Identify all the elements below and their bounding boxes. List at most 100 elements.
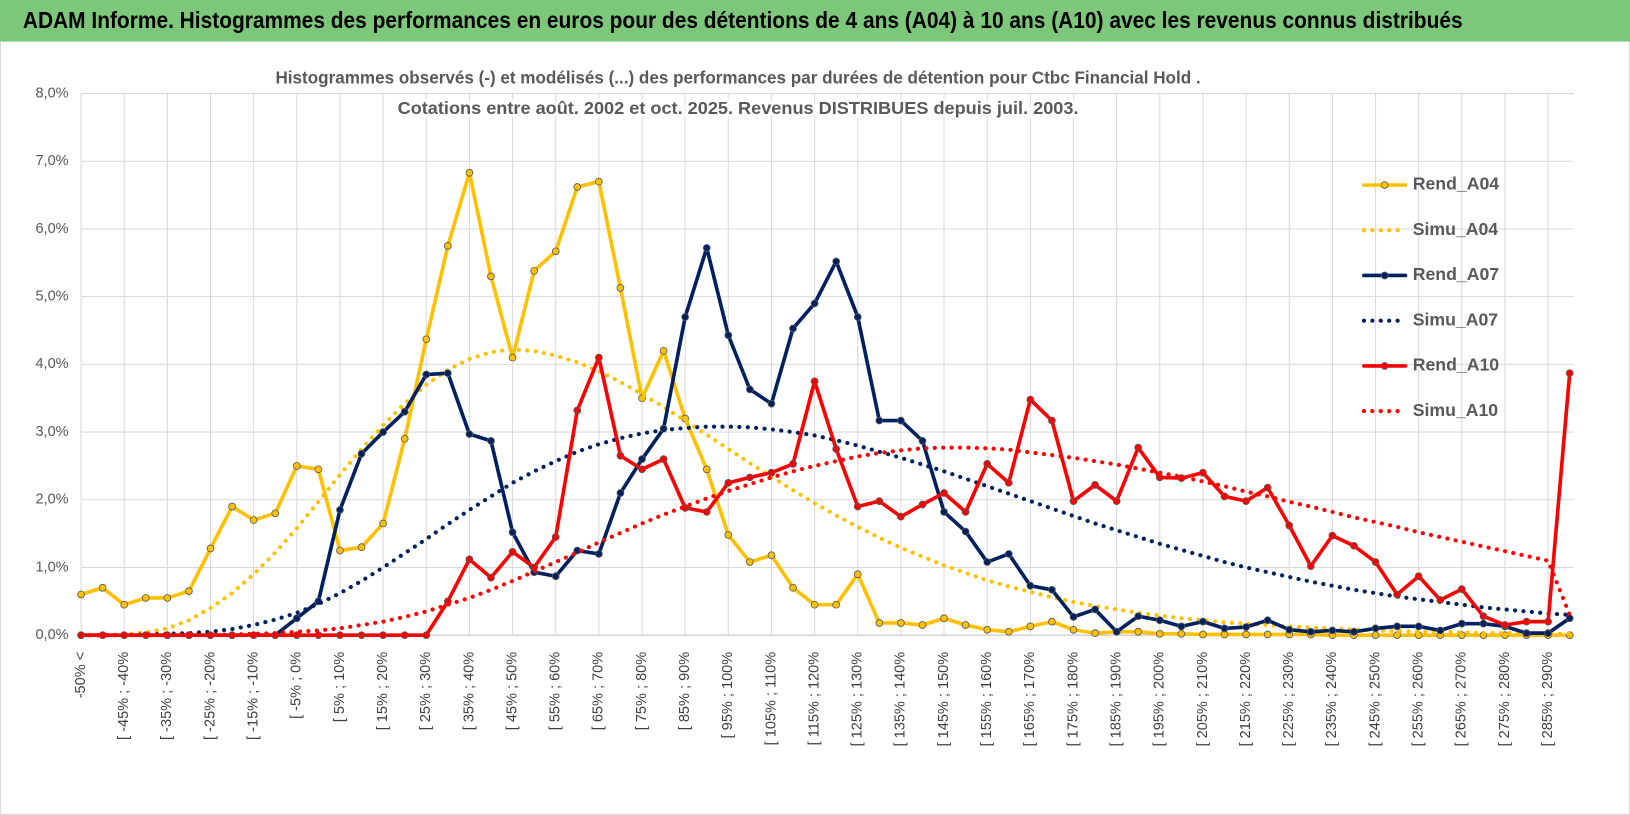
data-point (314, 631, 323, 640)
header-bar (0, 0, 1630, 42)
x-tick-label: [ 265% ; 270% (1454, 652, 1470, 747)
data-point (1134, 612, 1143, 621)
data-point (1199, 630, 1207, 639)
data-point (1436, 596, 1445, 604)
data-point (357, 543, 366, 551)
data-point (1393, 590, 1401, 599)
x-tick-label: [ 25% ; 30% (418, 652, 434, 731)
x-tick-label: [ 75% ; 80% (634, 652, 650, 731)
model-line (79, 347, 1572, 638)
data-point (1306, 627, 1315, 636)
data-point (1048, 585, 1056, 594)
data-point (1155, 616, 1164, 625)
data-point (810, 299, 819, 308)
data-point (1026, 622, 1035, 631)
data-point (1220, 624, 1229, 633)
data-point (551, 572, 560, 581)
data-point (185, 587, 193, 596)
data-point (1436, 626, 1445, 635)
data-point (1565, 614, 1574, 623)
data-point (357, 449, 366, 458)
data-point (789, 460, 797, 468)
data-point (702, 465, 711, 474)
data-point (1048, 416, 1056, 425)
data-point (573, 406, 582, 415)
data-point (1091, 605, 1099, 614)
data-point (465, 555, 474, 564)
data-line (79, 355, 1572, 637)
data-point (1134, 627, 1143, 636)
data-point (292, 462, 301, 470)
data-point (1242, 630, 1250, 639)
x-tick-label: [ -25% ; -20% (202, 652, 218, 740)
legend-label: Rend_A07 (1413, 264, 1500, 284)
data-point (918, 437, 927, 445)
data-point (832, 257, 841, 266)
data-point (1091, 629, 1099, 637)
data-point (875, 416, 884, 425)
data-point (1393, 631, 1401, 640)
data-point (422, 631, 431, 640)
data-point (961, 527, 970, 536)
data-point (853, 502, 862, 511)
data-point (487, 272, 495, 281)
data-point (767, 551, 776, 560)
legend-marker (1380, 271, 1389, 280)
data-point (616, 489, 625, 497)
data-point (810, 600, 819, 609)
data-point (228, 502, 236, 511)
x-tick-label: [ -5% ; 0% (289, 652, 305, 719)
data-point (1069, 497, 1078, 505)
y-tick-label: 5,0% (35, 289, 68, 305)
data-point (702, 244, 711, 252)
data-point (1565, 369, 1574, 378)
x-tick-label: [ 225% ; 230% (1281, 652, 1297, 747)
data-point (1457, 619, 1466, 628)
data-point (638, 465, 646, 474)
data-point (1069, 625, 1078, 634)
legend-label: Simu_A04 (1413, 219, 1499, 239)
x-tick-label: -50% < (73, 652, 89, 698)
data-point (875, 497, 884, 505)
data-point (961, 508, 970, 516)
x-tick-label: [ 255% ; 260% (1411, 652, 1427, 747)
data-point (1242, 623, 1250, 631)
data-point (810, 377, 819, 386)
x-tick-label: [ 135% ; 140% (893, 652, 909, 747)
data-point (336, 631, 344, 640)
data-point (1371, 558, 1380, 566)
data-point (897, 416, 905, 425)
x-tick-label: [ -15% ; -10% (246, 652, 262, 740)
data-point (918, 621, 927, 629)
x-tick-label: [ 45% ; 50% (504, 652, 520, 731)
data-point (292, 631, 301, 640)
x-tick-label: [ 55% ; 60% (548, 652, 564, 731)
data-point (443, 369, 452, 378)
y-tick-label: 6,0% (35, 221, 68, 237)
x-tick-label: [ -35% ; -30% (159, 652, 175, 740)
data-point (1414, 622, 1423, 631)
data-point (853, 313, 862, 321)
data-point (1285, 625, 1294, 634)
data-point (314, 465, 323, 474)
data-point (422, 370, 431, 379)
data-point (1177, 622, 1186, 631)
data-point (746, 558, 754, 566)
data-point (1414, 572, 1423, 581)
data-point (1177, 629, 1186, 638)
data-point (1522, 617, 1531, 626)
data-point (336, 506, 344, 514)
x-tick-label: [ 175% ; 180% (1065, 652, 1081, 747)
x-tick-label: [ 285% ; 290% (1540, 652, 1556, 747)
x-tick-label: [ 275% ; 280% (1497, 652, 1513, 747)
data-point (1112, 627, 1121, 636)
data-point (616, 284, 625, 292)
data-point (659, 455, 668, 463)
data-point (940, 489, 948, 497)
data-point (1026, 581, 1035, 590)
x-tick-label: [ 85% ; 90% (677, 652, 693, 731)
x-tick-label: [ 155% ; 160% (979, 652, 995, 747)
x-tick-label: [ 95% ; 100% (720, 652, 736, 739)
data-point (508, 353, 517, 362)
data-point (940, 614, 948, 623)
